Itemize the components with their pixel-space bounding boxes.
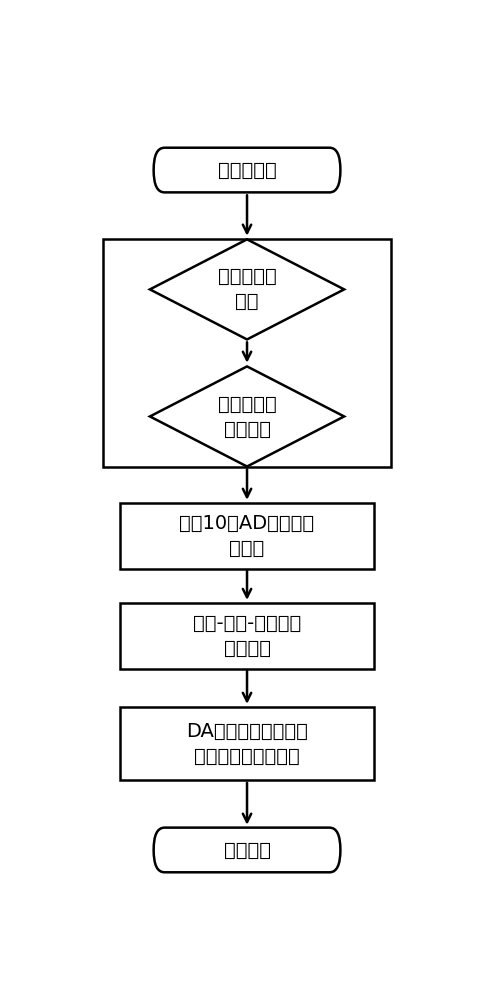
Text: 比例-积分-微分运算
得输出値: 比例-积分-微分运算 得输出値 [193,614,301,658]
Text: 进行10次AD转换计算
平均値: 进行10次AD转换计算 平均値 [179,514,315,558]
Text: 函数结束: 函数结束 [224,840,270,859]
FancyBboxPatch shape [154,148,340,192]
Polygon shape [150,366,344,466]
Bar [120,603,374,669]
Text: DA转换输出计算电压
値，清除中断标志位: DA转换输出计算电压 値，清除中断标志位 [186,722,308,766]
Polygon shape [150,239,344,339]
Text: 中断标志位
判断: 中断标志位 判断 [218,267,276,311]
Bar [120,503,374,569]
FancyBboxPatch shape [154,828,340,872]
Bar [120,707,374,780]
Bar [103,239,391,466]
Text: 有无触发信
号上升沿: 有无触发信 号上升沿 [218,394,276,438]
Text: 函数初始化: 函数初始化 [218,161,276,180]
